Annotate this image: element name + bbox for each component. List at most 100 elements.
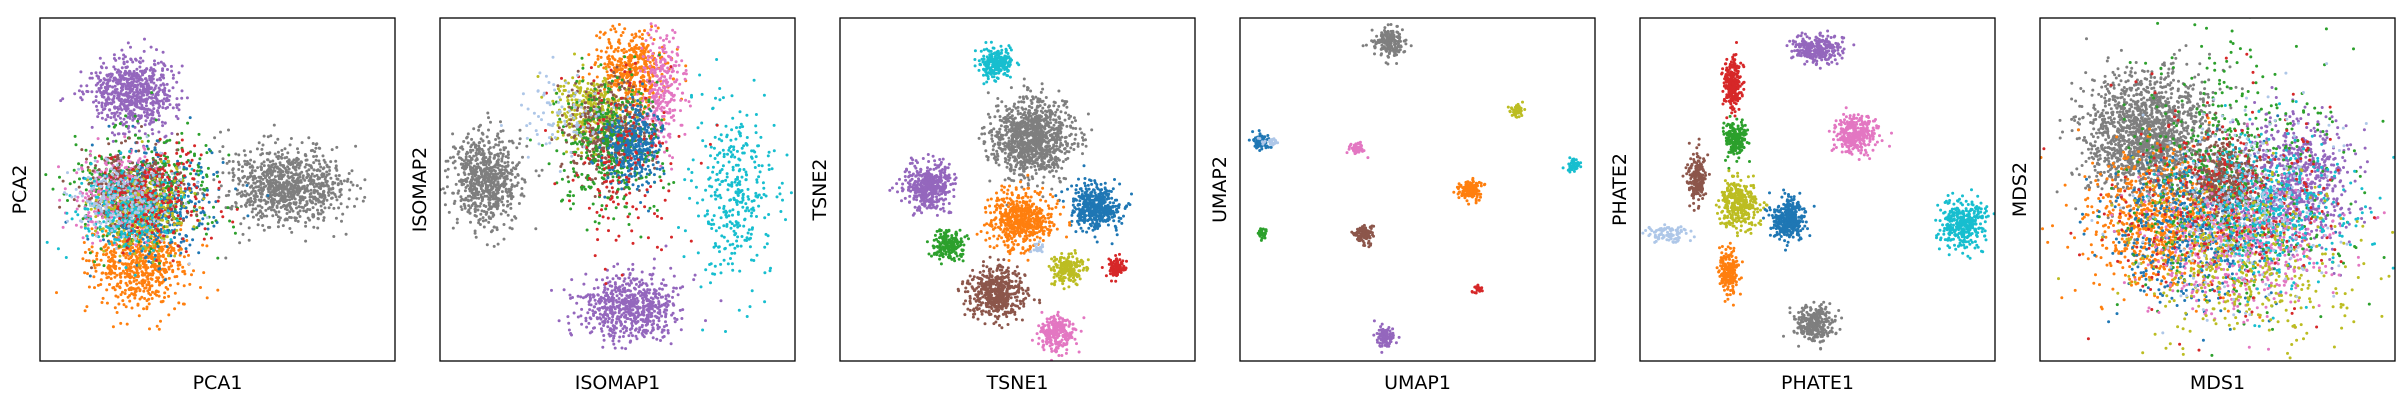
data-point xyxy=(126,273,130,277)
data-point xyxy=(271,162,275,166)
data-point xyxy=(95,251,99,255)
data-point xyxy=(295,206,298,210)
data-point xyxy=(108,242,112,246)
data-point xyxy=(124,124,128,128)
data-point xyxy=(337,174,341,177)
data-point xyxy=(128,252,132,255)
data-point xyxy=(144,104,148,108)
data-point xyxy=(121,123,125,127)
data-point xyxy=(99,278,103,282)
data-point xyxy=(145,226,149,230)
data-point xyxy=(135,259,139,263)
data-point xyxy=(130,99,134,103)
data-point xyxy=(304,158,308,162)
data-point xyxy=(148,167,152,171)
data-point xyxy=(154,142,158,146)
data-point xyxy=(166,184,170,188)
data-point xyxy=(124,242,128,246)
data-point xyxy=(266,173,270,177)
data-point xyxy=(281,224,285,228)
data-point xyxy=(304,209,308,213)
data-point xyxy=(160,239,164,243)
data-point xyxy=(216,174,219,178)
data-point xyxy=(138,289,142,293)
data-point xyxy=(277,220,280,224)
data-point xyxy=(147,74,151,78)
data-point xyxy=(97,101,101,105)
data-point xyxy=(116,68,120,72)
data-point xyxy=(134,149,138,153)
data-point xyxy=(83,177,87,181)
data-point xyxy=(75,171,79,175)
data-point xyxy=(300,170,304,174)
data-point xyxy=(116,224,120,228)
data-point xyxy=(102,253,105,256)
data-point xyxy=(215,170,219,174)
data-point xyxy=(163,296,166,299)
data-point xyxy=(314,158,318,162)
data-point xyxy=(106,239,110,243)
data-point xyxy=(107,78,111,82)
data-point xyxy=(156,61,160,65)
data-point xyxy=(299,179,303,183)
data-point xyxy=(115,110,119,114)
data-point xyxy=(134,206,138,210)
data-point xyxy=(260,147,264,151)
data-point xyxy=(102,192,105,196)
data-point xyxy=(164,157,168,161)
data-point xyxy=(314,198,318,202)
data-point xyxy=(117,132,121,136)
data-point xyxy=(157,168,160,172)
data-point xyxy=(93,159,97,163)
data-point xyxy=(92,188,96,192)
data-point xyxy=(105,288,109,292)
data-point xyxy=(162,183,166,186)
data-point xyxy=(127,136,131,140)
data-point xyxy=(248,203,252,207)
data-point xyxy=(81,191,85,195)
data-point xyxy=(250,171,254,175)
data-point xyxy=(234,152,238,156)
data-point xyxy=(134,287,138,291)
data-point xyxy=(95,90,99,94)
data-point xyxy=(83,309,87,313)
data-point xyxy=(175,229,179,232)
data-point xyxy=(70,195,74,199)
data-point xyxy=(89,177,93,181)
data-point xyxy=(129,256,133,260)
data-point xyxy=(133,83,137,87)
data-point xyxy=(132,77,136,81)
data-point xyxy=(318,169,322,173)
data-point xyxy=(152,218,156,222)
data-point xyxy=(328,187,332,191)
data-point xyxy=(168,193,172,196)
data-point xyxy=(267,225,270,229)
data-point xyxy=(255,185,259,189)
data-point xyxy=(126,180,130,184)
data-point xyxy=(108,153,112,157)
data-point xyxy=(185,160,189,164)
data-point xyxy=(151,290,154,294)
data-point xyxy=(111,264,115,268)
data-point xyxy=(310,172,314,176)
data-point xyxy=(179,178,183,181)
data-point xyxy=(171,76,175,80)
data-point xyxy=(258,188,261,192)
data-point xyxy=(139,114,143,118)
data-point xyxy=(237,178,241,182)
data-point xyxy=(152,240,156,244)
data-point xyxy=(143,273,147,277)
data-point xyxy=(161,75,165,79)
data-point xyxy=(128,294,132,297)
data-point xyxy=(192,225,196,229)
data-point xyxy=(150,96,154,100)
data-point xyxy=(118,111,122,115)
data-point xyxy=(87,218,91,222)
data-point xyxy=(336,183,340,187)
data-point xyxy=(123,71,127,75)
data-point xyxy=(145,158,149,162)
data-point xyxy=(186,121,190,125)
data-point xyxy=(286,192,290,195)
data-point xyxy=(161,101,165,105)
data-point xyxy=(115,177,119,181)
